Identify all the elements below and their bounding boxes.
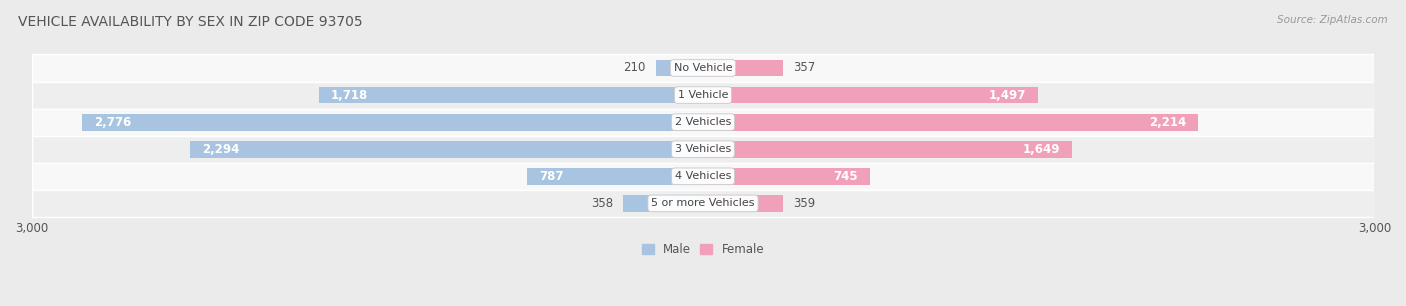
Text: 1,718: 1,718 [330,88,368,102]
Bar [703,114,1198,131]
Bar [31,136,1375,163]
Text: 358: 358 [591,197,613,210]
Text: 1,649: 1,649 [1022,143,1060,156]
Text: Source: ZipAtlas.com: Source: ZipAtlas.com [1277,15,1388,25]
Bar [703,141,1071,158]
Bar [703,87,1038,103]
Bar [31,190,1375,217]
Text: 2,294: 2,294 [201,143,239,156]
Bar [31,109,1375,136]
Bar [319,87,703,103]
Text: 359: 359 [793,197,815,210]
Text: 1 Vehicle: 1 Vehicle [678,90,728,100]
Text: 5 or more Vehicles: 5 or more Vehicles [651,198,755,208]
Text: 745: 745 [832,170,858,183]
Bar [703,168,870,185]
Bar [527,168,703,185]
Text: 2,776: 2,776 [94,116,131,129]
Bar [703,195,783,212]
Text: 787: 787 [538,170,564,183]
Legend: Male, Female: Male, Female [641,243,765,256]
Bar [190,141,703,158]
Text: 1,497: 1,497 [988,88,1026,102]
Bar [31,81,1375,109]
Bar [703,60,783,76]
Bar [623,195,703,212]
Text: VEHICLE AVAILABILITY BY SEX IN ZIP CODE 93705: VEHICLE AVAILABILITY BY SEX IN ZIP CODE … [18,15,363,29]
Bar [31,54,1375,81]
Text: 2 Vehicles: 2 Vehicles [675,117,731,127]
Bar [82,114,703,131]
Text: 4 Vehicles: 4 Vehicles [675,171,731,181]
Text: 2,214: 2,214 [1149,116,1187,129]
Text: 357: 357 [793,62,815,74]
Bar [31,163,1375,190]
Bar [657,60,703,76]
Text: No Vehicle: No Vehicle [673,63,733,73]
Text: 3 Vehicles: 3 Vehicles [675,144,731,154]
Text: 210: 210 [623,62,645,74]
